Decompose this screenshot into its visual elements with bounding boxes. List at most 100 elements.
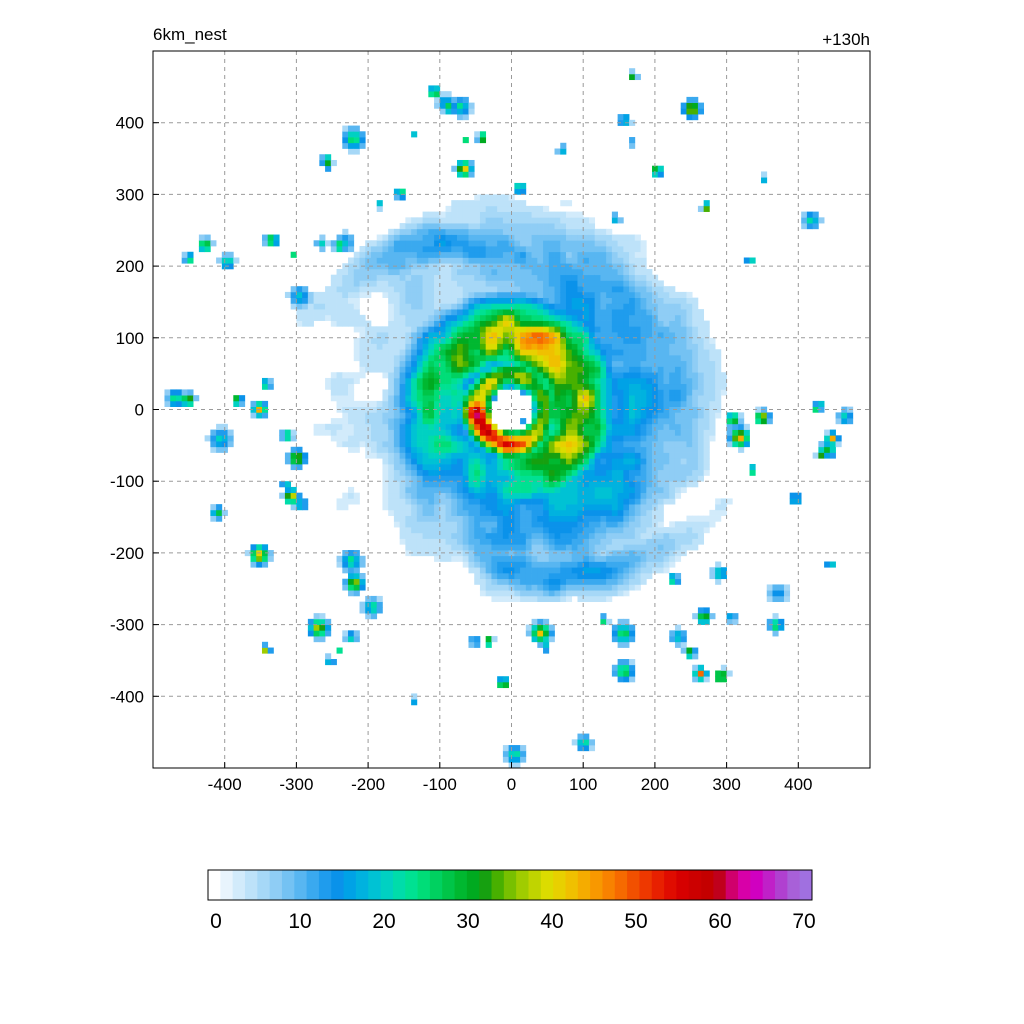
field-cell [623,521,630,528]
field-cell [571,228,578,235]
field-cell [439,217,446,224]
field-cell [571,349,578,356]
field-cell [583,412,590,419]
field-cell [669,550,676,557]
field-cell [565,217,573,224]
field-cell [416,458,423,465]
field-cell [216,509,223,516]
field-cell [411,217,418,224]
field-cell [583,429,590,436]
field-cell [577,412,584,419]
field-cell [422,337,429,344]
y-tick-label: 400 [116,114,144,133]
field-cell [732,435,739,442]
field-cell [479,400,487,407]
field-cell [577,745,584,752]
field-cell [548,337,555,344]
field-cell [629,659,636,666]
field-cell [606,567,613,574]
field-cell [336,303,343,310]
field-cell [531,475,538,482]
field-cell [388,509,395,516]
colorbar-swatch [466,870,480,900]
field-cell [824,441,831,448]
field-cell [382,463,389,471]
colorbar-swatch [590,870,603,900]
field-cell [634,561,641,568]
field-cell [565,469,573,476]
field-cell [514,469,521,476]
field-cell [537,240,544,247]
field-cell [674,458,682,465]
field-cell [692,377,699,385]
field-cell [554,515,561,522]
field-cell [617,561,624,568]
field-cell [531,320,538,327]
field-cell [617,567,624,574]
field-cell [445,96,452,103]
field-cell [313,618,320,625]
field-cell [548,309,555,316]
field-cell [434,309,441,316]
field-cell [485,561,492,568]
field-cell [405,280,412,287]
field-cell [594,246,601,253]
field-cell [680,527,687,534]
field-cell [462,446,469,453]
field-cell [623,509,630,516]
field-cell [479,291,487,298]
field-cell [634,268,641,276]
field-cell [388,360,395,367]
field-cell [629,280,636,287]
field-cell [485,504,492,511]
field-cell [663,492,670,499]
field-cell [474,234,481,241]
field-cell [336,377,343,385]
field-cell [543,636,550,643]
field-cell [629,274,636,281]
field-cell [422,463,429,471]
field-cell [680,630,687,637]
field-cell [531,429,538,436]
field-cell [674,435,682,442]
field-cell [829,435,836,442]
field-cell [474,314,481,321]
field-cell [462,463,469,471]
field-cell [565,578,573,585]
field-cell [657,418,664,425]
colorbar-swatch [392,870,406,900]
field-cell [697,475,705,482]
field-cell [428,91,435,98]
field-cell [468,418,475,425]
field-cell [502,509,509,516]
field-cell [279,492,286,499]
y-tick-label: 200 [116,257,144,276]
field-cell [485,400,492,407]
field-cell [663,458,670,465]
field-cell [646,458,653,465]
field-cell [738,418,745,425]
field-cell [451,458,458,465]
field-cell [520,320,527,327]
field-cell [439,268,446,276]
field-cell [181,257,188,264]
field-cell [571,297,578,304]
field-cell [382,469,389,476]
field-cell [674,441,682,448]
field-cell [227,441,234,448]
field-cell [457,108,464,115]
field-cell [250,400,257,407]
field-cell [261,544,269,551]
field-cell [755,418,762,425]
field-cell [319,240,326,247]
field-cell [388,263,395,270]
field-cell [634,389,641,396]
field-cell [703,423,710,430]
field-cell [583,395,590,402]
field-cell [468,395,475,402]
field-cell [290,429,297,436]
field-cell [399,498,406,505]
field-cell [434,326,441,333]
field-cell [520,441,527,448]
field-cell [548,320,555,327]
